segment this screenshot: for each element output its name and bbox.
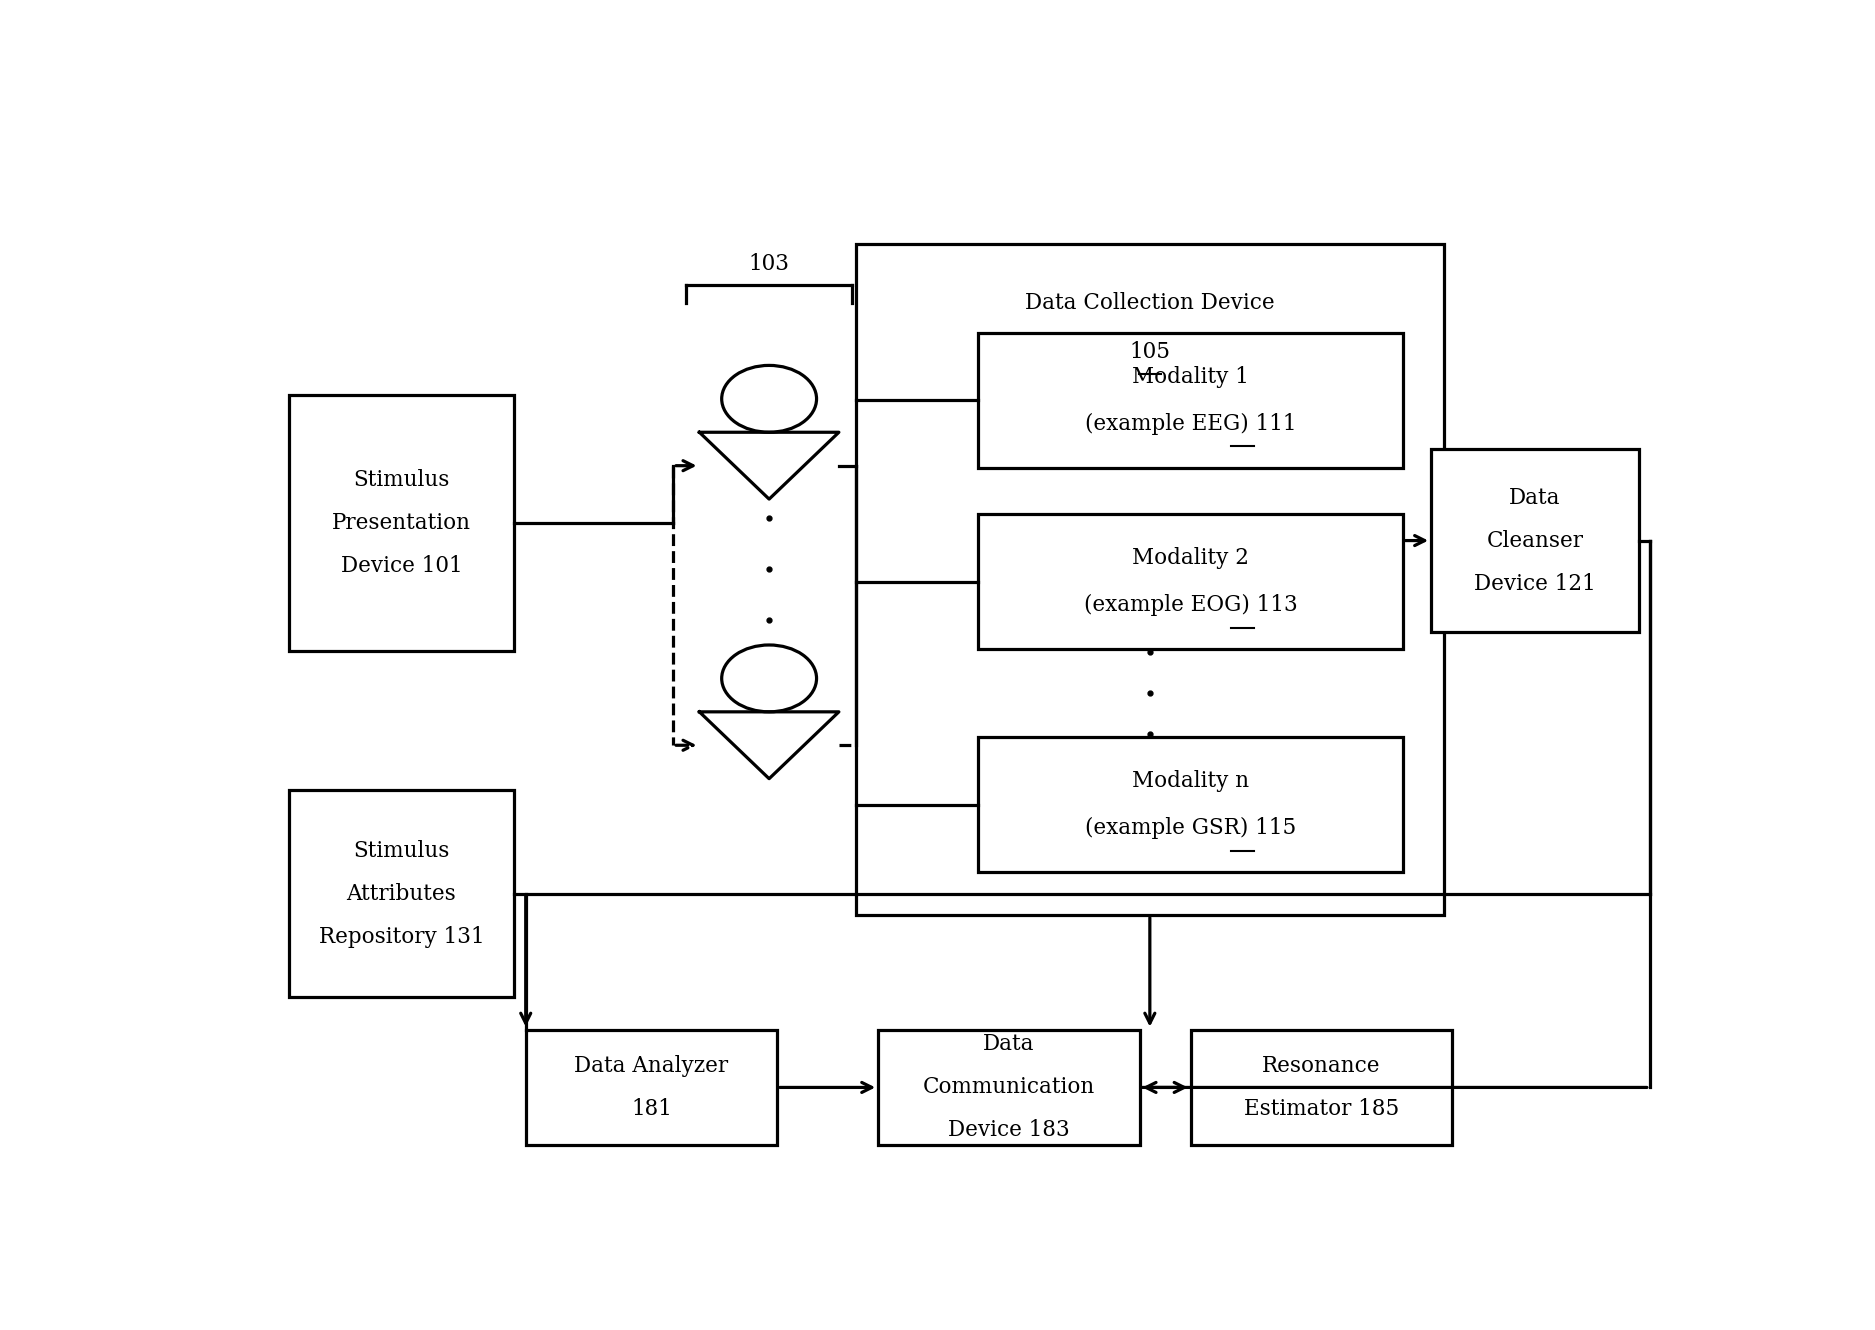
Text: Modality n: Modality n <box>1132 770 1249 793</box>
Bar <box>979 737 1402 872</box>
Text: Device 183: Device 183 <box>949 1120 1071 1141</box>
Bar <box>1191 1029 1451 1145</box>
Text: Repository 131: Repository 131 <box>319 926 484 948</box>
Text: Communication: Communication <box>922 1076 1095 1099</box>
Text: Stimulus: Stimulus <box>352 839 450 862</box>
Bar <box>979 513 1402 649</box>
Text: Data Analyzer: Data Analyzer <box>574 1055 729 1077</box>
Text: Presentation: Presentation <box>332 512 471 535</box>
Text: 181: 181 <box>632 1099 671 1120</box>
Bar <box>525 1029 776 1145</box>
Text: Stimulus: Stimulus <box>352 469 450 491</box>
Bar <box>289 395 514 652</box>
Text: Estimator 185: Estimator 185 <box>1243 1099 1399 1120</box>
Text: Device 121: Device 121 <box>1474 573 1596 595</box>
Text: (example EEG) 111: (example EEG) 111 <box>1086 412 1296 435</box>
Text: Device 101: Device 101 <box>341 555 463 577</box>
Text: Data Collection Device: Data Collection Device <box>1026 293 1275 314</box>
Bar <box>878 1029 1140 1145</box>
Text: 105: 105 <box>1129 340 1170 363</box>
Text: Resonance: Resonance <box>1262 1055 1380 1077</box>
Text: 103: 103 <box>748 253 789 275</box>
Bar <box>1431 450 1639 632</box>
Text: (example GSR) 115: (example GSR) 115 <box>1086 818 1296 839</box>
Text: Attributes: Attributes <box>347 883 456 904</box>
Text: Modality 1: Modality 1 <box>1132 366 1249 387</box>
Bar <box>289 790 514 998</box>
Text: Cleanser: Cleanser <box>1487 529 1582 552</box>
Text: Data: Data <box>1509 487 1560 508</box>
Text: Modality 2: Modality 2 <box>1132 547 1249 569</box>
Bar <box>855 245 1444 915</box>
Text: Data: Data <box>982 1033 1035 1056</box>
Text: (example EOG) 113: (example EOG) 113 <box>1084 595 1298 616</box>
Bar <box>979 332 1402 468</box>
